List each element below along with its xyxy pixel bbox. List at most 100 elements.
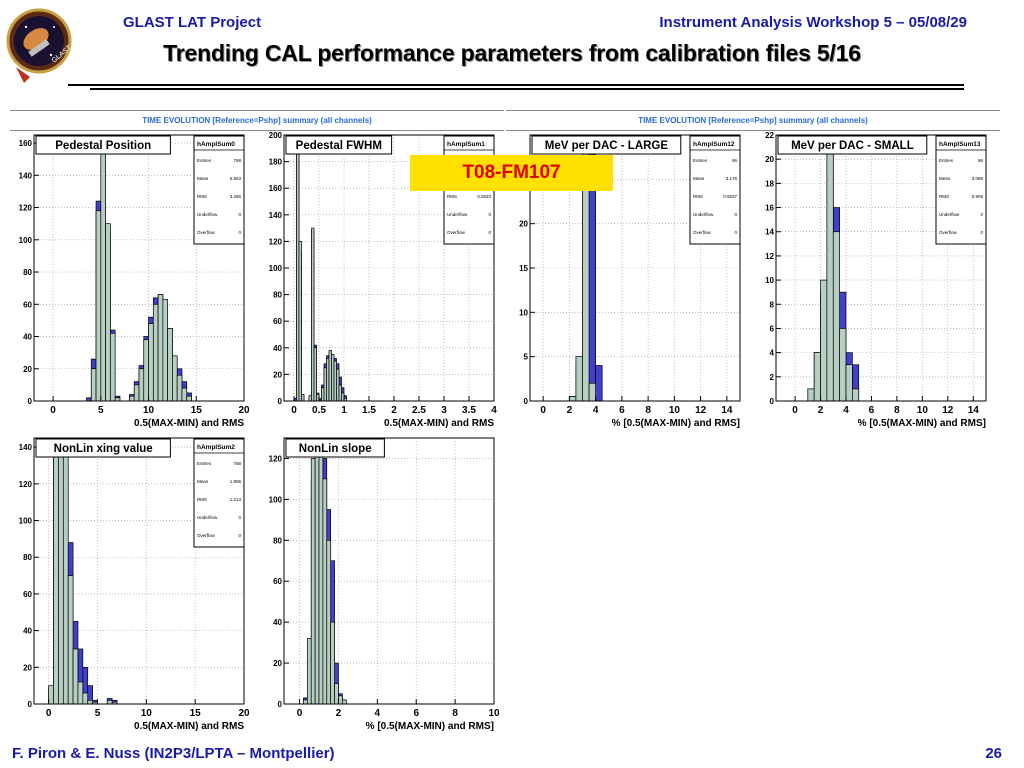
x-tick-label: 3.5 bbox=[462, 405, 476, 416]
svg-text:0: 0 bbox=[980, 230, 983, 235]
svg-text:hAmplSum13: hAmplSum13 bbox=[939, 141, 981, 148]
x-axis-title: 0.5(MAX-MIN) and RMS bbox=[384, 418, 494, 429]
histogram-title: NonLin slope bbox=[285, 438, 385, 458]
svg-text:1.213: 1.213 bbox=[230, 497, 242, 502]
hist-bar-reference bbox=[48, 685, 54, 705]
hist-bar-reference bbox=[338, 695, 343, 705]
y-tick-label: 60 bbox=[23, 300, 32, 309]
hist-bar-reference bbox=[311, 227, 315, 402]
x-tick-label: 1.5 bbox=[362, 405, 376, 416]
histogram-svg: 0 2 4 6 8 10 12 14 0 2 4 6 8 10 12 14 16 18 20 22 % [0.5(MAX… bbox=[765, 131, 987, 429]
hist-bar-reference bbox=[832, 231, 840, 402]
x-axis-title: 0.5(MAX-MIN) and RMS bbox=[134, 721, 244, 732]
hist-bar-reference bbox=[326, 539, 332, 705]
hist-bar-reference bbox=[90, 368, 97, 402]
svg-text:Entries: Entries bbox=[197, 461, 212, 466]
svg-text:Mean: Mean bbox=[197, 176, 209, 181]
svg-text:hAmplSum1: hAmplSum1 bbox=[447, 141, 485, 148]
y-tick-label: 22 bbox=[765, 131, 774, 140]
stats-box: hAmplSum0 Entries 768 Mean 6.563 RMS 3.286 Unde… bbox=[193, 135, 245, 245]
hist-bar-reference bbox=[167, 328, 173, 402]
svg-text:3.088: 3.088 bbox=[972, 176, 984, 181]
header-rule-top bbox=[68, 84, 964, 86]
x-tick-label: 10 bbox=[488, 708, 500, 719]
svg-text:768: 768 bbox=[233, 461, 241, 466]
y-tick-label: 60 bbox=[273, 577, 282, 586]
x-tick-label: 4 bbox=[593, 405, 599, 416]
histogram-title: MeV per DAC - LARGE bbox=[531, 135, 682, 155]
y-tick-label: 0 bbox=[28, 397, 33, 406]
y-tick-label: 160 bbox=[269, 184, 283, 193]
svg-text:Mean: Mean bbox=[939, 176, 951, 181]
summary-banner-right: TIME EVOLUTION [Reference=Pshp] summary … bbox=[506, 110, 1000, 131]
x-tick-label: 0 bbox=[50, 405, 56, 416]
svg-text:hAmplSum0: hAmplSum0 bbox=[197, 141, 235, 148]
svg-text:768: 768 bbox=[233, 158, 241, 163]
hist-bar-reference bbox=[296, 150, 300, 402]
y-tick-label: 4 bbox=[770, 349, 775, 358]
hist-bar-reference bbox=[330, 621, 335, 705]
hist-bar-reference bbox=[328, 350, 332, 402]
hist-bar-reference bbox=[67, 575, 74, 705]
workshop-date: Instrument Analysis Workshop 5 – 05/08/2… bbox=[659, 14, 967, 31]
x-tick-label: 6 bbox=[869, 405, 875, 416]
svg-text:Overflow: Overflow bbox=[693, 230, 712, 235]
plot-frame-outline bbox=[283, 437, 495, 705]
hist-bar-reference bbox=[331, 354, 335, 402]
x-axis-title: % [0.5(MAX-MIN) and RMS] bbox=[858, 418, 986, 429]
svg-text:1.906: 1.906 bbox=[230, 479, 242, 484]
svg-text:0.5537: 0.5537 bbox=[723, 194, 737, 199]
y-tick-label: 180 bbox=[269, 158, 283, 167]
x-tick-label: 10 bbox=[917, 405, 929, 416]
hist-bar-reference bbox=[310, 458, 316, 705]
histogram-mev-per-dac-small: 0 2 4 6 8 10 12 14 0 2 4 6 8 10 12 14 16 18 20 22 % [0.5(MAX… bbox=[752, 131, 996, 431]
x-tick-label: 4 bbox=[375, 708, 381, 719]
x-tick-label: 1 bbox=[341, 405, 347, 416]
module-tag: T08-FM107 bbox=[410, 155, 613, 191]
hist-bar-reference bbox=[575, 356, 583, 402]
y-tick-label: 15 bbox=[519, 264, 528, 273]
svg-text:3.176: 3.176 bbox=[726, 176, 738, 181]
y-tick-label: 20 bbox=[23, 365, 32, 374]
y-tick-label: 120 bbox=[269, 237, 283, 246]
hist-bar-reference bbox=[133, 384, 140, 402]
glast-mission-patch-icon: GLAST bbox=[6, 8, 72, 83]
hist-bar-reference bbox=[298, 241, 302, 402]
y-tick-label: 80 bbox=[23, 268, 32, 277]
hist-bar-reference bbox=[62, 437, 69, 705]
svg-text:hAmplSum12: hAmplSum12 bbox=[693, 141, 735, 148]
hist-bar-reference bbox=[306, 638, 312, 705]
hist-bar-reference bbox=[588, 382, 596, 402]
stats-box: hAmplSum13 Entries 96 Mean 3.088 RMS 0.905 Unde… bbox=[935, 135, 987, 245]
stats-box: hAmplSum2 Entries 768 Mean 1.906 RMS 1.213 Unde… bbox=[193, 438, 245, 548]
y-tick-label: 200 bbox=[269, 131, 283, 140]
svg-text:Mean: Mean bbox=[197, 479, 209, 484]
svg-text:96: 96 bbox=[978, 158, 984, 163]
x-tick-label: 2 bbox=[391, 405, 397, 416]
hist-bar-reference bbox=[100, 134, 106, 402]
hist-bar-reference bbox=[72, 648, 79, 705]
svg-text:Underflow: Underflow bbox=[197, 212, 218, 217]
hist-bar-reference bbox=[301, 394, 305, 402]
x-tick-label: 14 bbox=[968, 405, 980, 416]
x-tick-label: 15 bbox=[190, 708, 202, 719]
y-tick-label: 0 bbox=[524, 397, 529, 406]
y-tick-label: 120 bbox=[269, 454, 283, 463]
hist-bar-reference bbox=[845, 364, 853, 402]
y-tick-label: 8 bbox=[770, 300, 775, 309]
summary-banner-left: TIME EVOLUTION [Reference=Pshp] summary … bbox=[10, 110, 504, 131]
hist-bar-reference bbox=[162, 299, 168, 402]
hist-bar-reference bbox=[852, 388, 860, 402]
hist-bar-reference bbox=[308, 395, 312, 402]
hist-bar-reference bbox=[152, 303, 159, 402]
x-tick-label: 2 bbox=[818, 405, 824, 416]
hist-bar-reference bbox=[181, 387, 188, 402]
x-tick-label: 0 bbox=[792, 405, 798, 416]
y-tick-label: 40 bbox=[23, 333, 32, 342]
x-tick-label: 10 bbox=[143, 405, 155, 416]
hist-bar-reference bbox=[326, 358, 330, 402]
x-tick-label: 12 bbox=[695, 405, 707, 416]
histogram-title: Pedestal FWHM bbox=[285, 135, 393, 155]
footer-authors: F. Piron & E. Nuss (IN2P3/LPTA – Montpel… bbox=[12, 745, 335, 762]
